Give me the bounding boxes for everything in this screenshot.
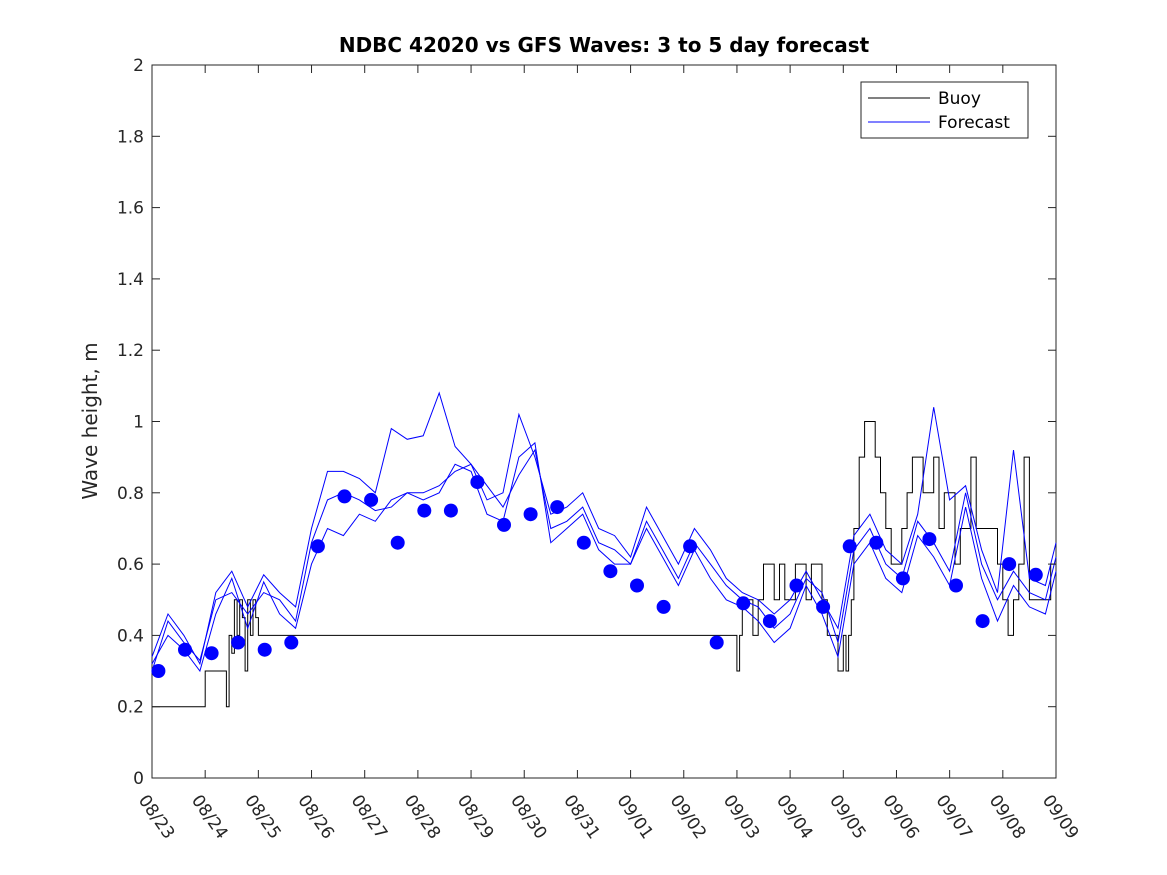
forecast-marker: [178, 642, 192, 657]
forecast-marker: [1002, 557, 1017, 572]
y-tick-label: 1.6: [117, 199, 144, 219]
forecast-marker: [523, 507, 538, 522]
chart-title: NDBC 42020 vs GFS Waves: 3 to 5 day fore…: [339, 33, 870, 57]
y-tick-label: 0.4: [117, 626, 144, 646]
forecast-marker: [736, 596, 751, 611]
forecast-marker: [949, 578, 963, 593]
forecast-marker: [576, 535, 591, 550]
forecast-marker: [151, 664, 166, 678]
forecast-marker: [922, 532, 937, 547]
forecast-series-line-3: [151, 391, 1057, 666]
y-tick-label: 0.2: [117, 698, 144, 718]
forecast-marker: [550, 500, 565, 515]
forecast-marker: [709, 635, 724, 650]
forecast-marker: [364, 492, 379, 507]
y-tick-label: 1.2: [117, 341, 144, 361]
forecast-marker: [231, 635, 246, 650]
plot-area: 00.20.40.60.811.21.41.61.82 08/23 08/24 08…: [117, 56, 1082, 843]
marker-layer: [151, 475, 1043, 678]
plot-frame: [151, 64, 1057, 779]
legend: Buoy Forecast: [860, 81, 1029, 139]
forecast-marker: [497, 517, 511, 532]
forecast-marker: [842, 539, 857, 554]
forecast-marker: [975, 614, 990, 629]
forecast-marker: [284, 635, 299, 650]
y-tick-label: 1.4: [117, 270, 144, 290]
forecast-marker: [310, 539, 325, 554]
forecast-marker: [656, 599, 671, 614]
y-axis: 0 0.2 0.4 0.6 0.8 1 1.2 1.4 1.6 1.8 2: [117, 56, 1056, 789]
forecast-marker: [603, 564, 618, 579]
forecast-marker: [630, 578, 644, 593]
y-tick-label: 2: [133, 56, 144, 76]
legend-box: [860, 81, 1029, 139]
forecast-marker: [1028, 567, 1043, 582]
forecast-series-line-1: [151, 448, 1057, 672]
forecast-marker: [204, 646, 219, 661]
forecast-marker: [683, 539, 698, 554]
forecast-marker: [390, 535, 405, 550]
forecast-marker: [895, 571, 910, 586]
forecast-marker: [337, 489, 352, 504]
legend-forecast-label: Forecast: [938, 113, 1010, 133]
y-tick-label: 1.8: [117, 127, 144, 147]
forecast-marker: [762, 614, 777, 629]
y-tick-label: 0: [133, 769, 144, 789]
y-axis-label: Wave height, m: [78, 342, 102, 499]
forecast-marker: [443, 503, 458, 518]
series-layer: [151, 391, 1057, 708]
forecast-marker: [417, 503, 432, 518]
y-tick-label: 1: [133, 413, 144, 433]
forecast-marker: [257, 642, 272, 657]
y-tick-label: 0.6: [117, 555, 144, 575]
forecast-marker: [470, 475, 485, 490]
forecast-marker: [816, 599, 831, 614]
y-tick-label: 0.8: [117, 484, 144, 504]
legend-buoy-label: Buoy: [938, 89, 981, 109]
forecast-series-line-2: [151, 441, 1057, 673]
forecast-marker: [869, 535, 884, 550]
forecast-marker: [789, 578, 804, 593]
buoy-series-line: [152, 421, 1056, 708]
